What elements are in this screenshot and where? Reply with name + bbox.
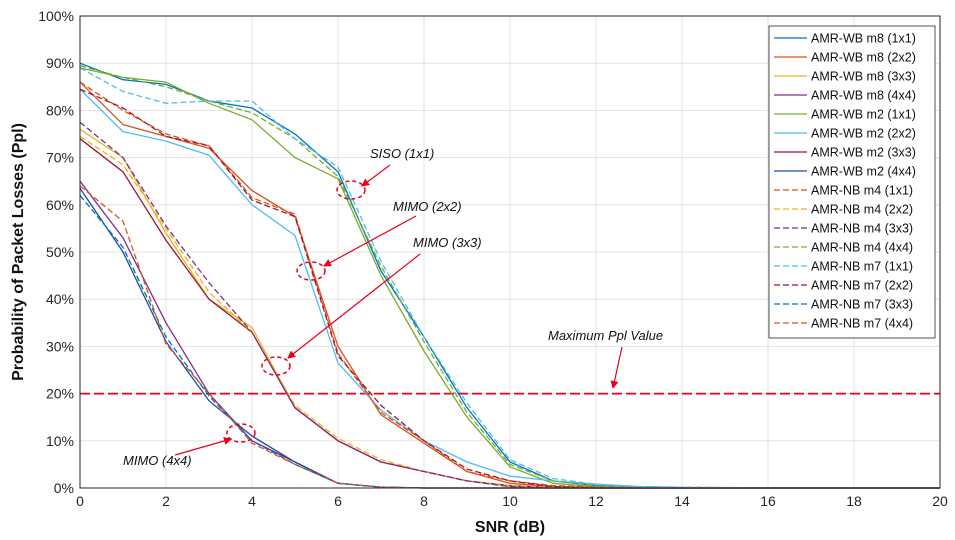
legend: AMR-WB m8 (1x1) AMR-WB m8 (2x2) AMR-WB m8 … (768, 25, 936, 339)
legend-entry: AMR-NB m7 (4x4) (811, 317, 913, 331)
legend-entry: AMR-WB m2 (3x3) (811, 146, 916, 160)
x-tick-label: 0 (76, 493, 84, 509)
legend-entry: AMR-WB m8 (4x4) (811, 89, 916, 103)
y-ticks: 0% 10% 20% 30% 40% 50% 60% 70% 80% 90% 100% (38, 8, 74, 496)
y-tick-label: 100% (38, 8, 74, 24)
legend-entry: AMR-NB m7 (1x1) (811, 260, 913, 274)
y-tick-label: 20% (46, 386, 74, 402)
legend-entry: AMR-WB m8 (2x2) (811, 51, 916, 65)
legend-entry: AMR-NB m4 (1x1) (811, 184, 913, 198)
plot-frame (79, 15, 941, 489)
x-ticks: 0 2 4 6 8 10 12 14 16 18 20 (76, 493, 948, 509)
y-tick-label: 90% (46, 55, 74, 71)
legend-entry: AMR-WB m2 (1x1) (811, 108, 916, 122)
y-tick-label: 50% (46, 244, 74, 260)
x-tick-label: 14 (674, 493, 690, 509)
y-axis-label: Probability of Packet Losses (Ppl) (10, 123, 27, 381)
y-tick-label: 30% (46, 338, 74, 354)
annotation-arrow (287, 253, 421, 359)
threshold-arrow (610, 346, 623, 389)
annotation-label: MIMO (4x4) (123, 453, 192, 468)
annotations: SISO (1x1) MIMO (2x2) MIMO (3x3) MIMO (4x4)… (123, 146, 663, 468)
annotation-label: SISO (1x1) (370, 146, 434, 161)
legend-entry: AMR-WB m8 (1x1) (811, 32, 916, 46)
annotation-arrow (323, 215, 417, 267)
annotation-ellipse (336, 180, 366, 200)
y-tick-label: 0% (54, 480, 74, 496)
legend-entry: AMR-NB m4 (3x3) (811, 222, 913, 236)
x-tick-label: 10 (502, 493, 518, 509)
x-tick-label: 4 (248, 493, 256, 509)
annotation-ellipse (296, 261, 326, 281)
annotation-label: MIMO (2x2) (393, 199, 462, 214)
annotation-arrow (174, 437, 232, 456)
annotation-ellipse (261, 356, 291, 376)
legend-entry: AMR-NB m4 (2x2) (811, 203, 913, 217)
legend-entry: AMR-WB m2 (2x2) (811, 127, 916, 141)
x-tick-label: 20 (932, 493, 948, 509)
legend-entry: AMR-NB m4 (4x4) (811, 241, 913, 255)
series-line (79, 121, 940, 489)
y-tick-label: 40% (46, 291, 74, 307)
legend-entry: AMR-NB m7 (2x2) (811, 279, 913, 293)
series-line (79, 88, 940, 489)
x-tick-label: 12 (588, 493, 604, 509)
series-line (79, 185, 940, 489)
y-tick-label: 70% (46, 150, 74, 166)
legend-entry: AMR-WB m2 (4x4) (811, 165, 916, 179)
x-axis-label: SNR (dB) (475, 519, 545, 536)
annotation-label: MIMO (3x3) (413, 235, 482, 250)
annotation-arrow (361, 164, 391, 187)
threshold-label: Maximum Ppl Value (548, 328, 663, 343)
y-tick-label: 10% (46, 433, 74, 449)
legend-entry: AMR-WB m8 (3x3) (811, 70, 916, 84)
x-tick-label: 2 (162, 493, 170, 509)
x-tick-label: 8 (420, 493, 428, 509)
y-tick-label: 80% (46, 102, 74, 118)
x-tick-label: 18 (846, 493, 862, 509)
legend-box (768, 25, 936, 339)
x-tick-label: 16 (760, 493, 776, 509)
legend-entry: AMR-NB m7 (3x3) (811, 298, 913, 312)
annotation-ellipse (226, 423, 256, 443)
x-tick-label: 6 (334, 493, 342, 509)
y-tick-label: 60% (46, 197, 74, 213)
